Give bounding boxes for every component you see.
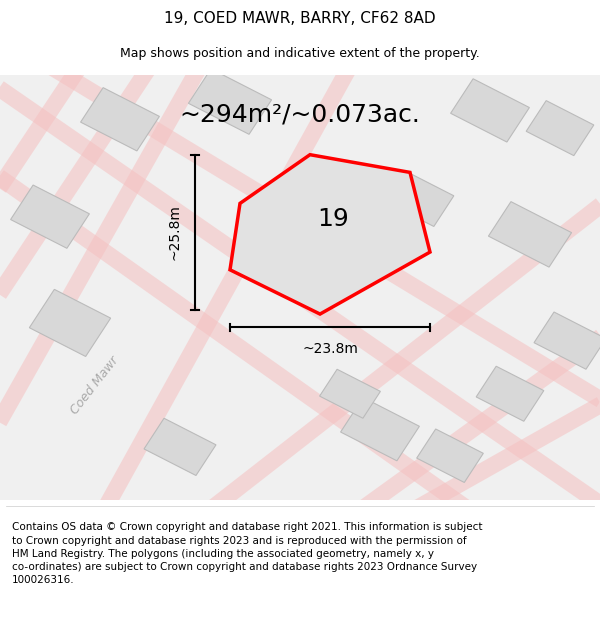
Bar [188, 69, 272, 134]
Bar [144, 418, 216, 476]
Polygon shape [230, 154, 430, 314]
Bar [80, 88, 160, 151]
Text: Contains OS data © Crown copyright and database right 2021. This information is : Contains OS data © Crown copyright and d… [12, 522, 482, 585]
Bar [11, 185, 89, 248]
Bar [320, 369, 380, 418]
Text: Map shows position and indicative extent of the property.: Map shows position and indicative extent… [120, 48, 480, 61]
Text: ~294m²/~0.073ac.: ~294m²/~0.073ac. [179, 103, 421, 127]
Text: 19: 19 [317, 207, 349, 231]
Text: 19, COED MAWR, BARRY, CF62 8AD: 19, COED MAWR, BARRY, CF62 8AD [164, 11, 436, 26]
Bar [526, 101, 594, 156]
Text: Coed Mawr: Coed Mawr [68, 353, 122, 416]
Text: ~23.8m: ~23.8m [302, 341, 358, 356]
Bar [451, 79, 529, 142]
Bar [488, 202, 572, 267]
Bar [476, 366, 544, 421]
Bar [341, 398, 419, 461]
Bar [416, 429, 484, 483]
Bar [534, 312, 600, 369]
Bar [29, 289, 110, 356]
Text: ~25.8m: ~25.8m [167, 204, 181, 260]
Bar [386, 171, 454, 226]
